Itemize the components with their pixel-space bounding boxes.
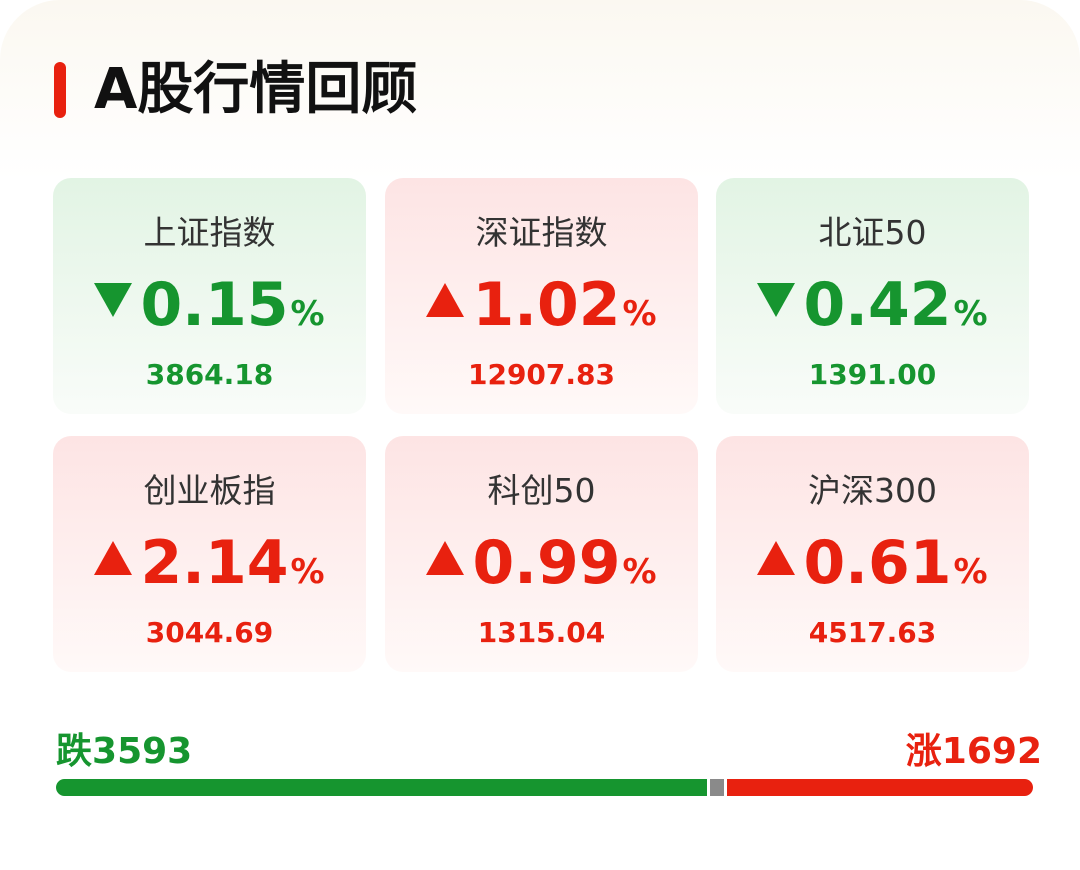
title: A股行情回顾 xyxy=(94,57,418,122)
title-accent xyxy=(54,62,66,118)
index-value: 4517.63 xyxy=(808,616,937,649)
index-card: 创业板指 2.14% 3044.69 xyxy=(53,436,366,672)
index-name: 北证50 xyxy=(818,213,927,252)
change-unit: % xyxy=(953,294,988,334)
change-number: 0.42 xyxy=(803,270,952,340)
change-unit: % xyxy=(290,552,325,592)
index-name: 沪深300 xyxy=(808,471,937,510)
direction-arrow xyxy=(94,283,133,317)
down-label: 跌 xyxy=(56,731,93,772)
change-unit: % xyxy=(622,552,657,592)
index-change: 2.14% xyxy=(53,528,366,598)
change-number: 1.02 xyxy=(472,270,621,340)
change-unit: % xyxy=(290,294,325,334)
index-name: 创业板指 xyxy=(143,471,276,510)
index-card: 沪深300 0.61% 4517.63 xyxy=(716,436,1029,672)
index-change: 0.61% xyxy=(716,528,1029,598)
divider xyxy=(709,779,724,796)
direction-arrow xyxy=(426,283,465,317)
down-number: 3593 xyxy=(92,731,193,772)
change-unit: % xyxy=(953,552,988,592)
up-number: 1692 xyxy=(941,731,1042,772)
index-card: 科创50 0.99% 1315.04 xyxy=(385,436,698,672)
index-value: 1315.04 xyxy=(477,616,606,649)
index-name: 深证指数 xyxy=(475,213,608,252)
change-number: 0.15 xyxy=(140,270,289,340)
index-name: 上证指数 xyxy=(143,213,276,252)
index-change: 0.15% xyxy=(53,270,366,340)
up-count: 涨1692 xyxy=(906,722,1042,774)
index-value: 12907.83 xyxy=(467,358,615,391)
up-label: 涨 xyxy=(905,731,942,772)
index-change: 0.42% xyxy=(716,270,1029,340)
down-bar xyxy=(56,779,707,796)
change-number: 0.99 xyxy=(472,528,621,598)
direction-arrow xyxy=(757,541,796,575)
index-name: 科创50 xyxy=(487,471,596,510)
direction-arrow xyxy=(757,283,796,317)
direction-arrow xyxy=(426,541,465,575)
index-change: 1.02% xyxy=(385,270,698,340)
change-unit: % xyxy=(622,294,657,334)
down-count: 跌3593 xyxy=(56,722,192,774)
index-change: 0.99% xyxy=(385,528,698,598)
index-value: 3044.69 xyxy=(145,616,274,649)
direction-arrow xyxy=(94,541,133,575)
index-value: 3864.18 xyxy=(145,358,274,391)
index-card: 北证50 0.42% 1391.00 xyxy=(716,178,1029,414)
index-card: 深证指数 1.02% 12907.83 xyxy=(385,178,698,414)
index-card: 上证指数 0.15% 3864.18 xyxy=(53,178,366,414)
change-number: 2.14 xyxy=(140,528,289,598)
index-value: 1391.00 xyxy=(808,358,937,391)
up-bar xyxy=(726,779,1033,796)
change-number: 0.61 xyxy=(803,528,952,598)
